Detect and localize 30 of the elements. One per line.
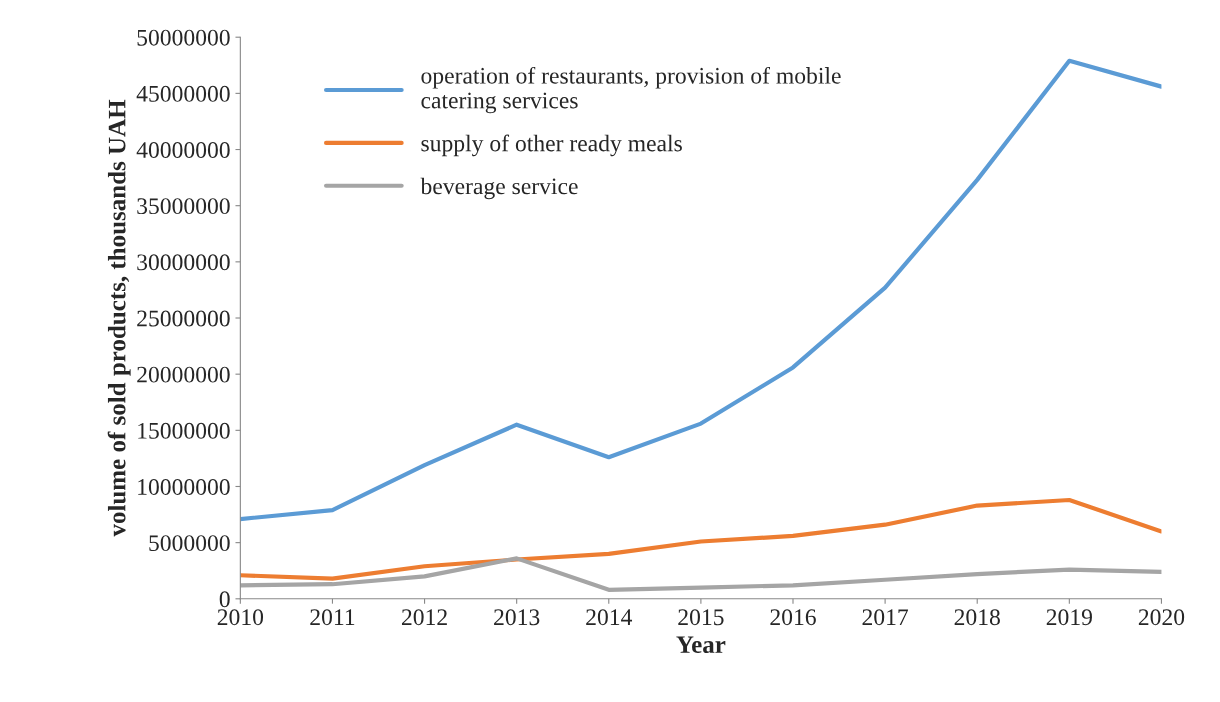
legend-label: beverage service (420, 177, 578, 200)
x-tick-label: 2010 (217, 609, 264, 626)
line-series (240, 497, 1162, 581)
x-tick-label: 2018 (954, 609, 1000, 626)
y-tick-label: 0 (219, 591, 230, 608)
x-axis-title: Year (676, 636, 726, 654)
x-tick-label: 2014 (586, 609, 633, 626)
line-series (240, 58, 1162, 522)
x-tick-label: 2013 (494, 609, 540, 626)
x-tick-label: 2015 (678, 609, 724, 626)
y-tick-label: 10000000 (138, 478, 230, 495)
y-tick-label: 15000000 (138, 422, 230, 439)
y-tick-label: 30000000 (137, 254, 230, 271)
legend-label: operation of restaurants, provision of mobile catering services (421, 66, 841, 114)
y-tick-label: 40000000 (136, 142, 230, 158)
x-tick-label: 2019 (1046, 609, 1092, 626)
y-tick-label: 50000000 (137, 29, 230, 46)
y-tick-label: 45000000 (136, 85, 230, 102)
line-series (240, 556, 1162, 592)
x-tick-label: 2016 (770, 609, 816, 626)
y-tick-label: 5000000 (149, 535, 230, 552)
y-tick-label: 35000000 (137, 198, 230, 215)
x-tick-label: 2020 (1138, 609, 1185, 626)
y-axis-title: volume of sold products, thousands UAH (107, 99, 131, 537)
y-tick-label: 20000000 (137, 366, 230, 383)
x-tick-label: 2011 (310, 609, 355, 626)
y-tick-label: 25000000 (137, 310, 230, 327)
x-tick-label: 2012 (401, 609, 447, 626)
x-tick-label: 2017 (862, 609, 909, 626)
legend-label: supply of other ready meals (421, 134, 682, 157)
